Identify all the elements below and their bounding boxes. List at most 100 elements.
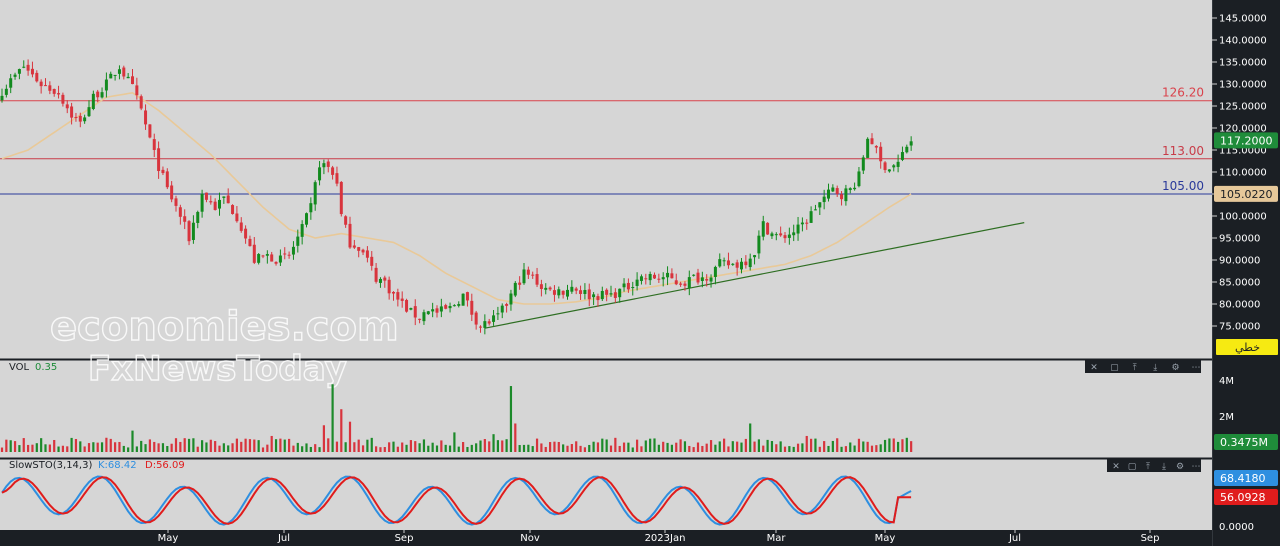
candle-body[interactable]: [792, 232, 796, 236]
candle-body[interactable]: [696, 272, 700, 283]
candle-body[interactable]: [278, 255, 282, 263]
candle-body[interactable]: [26, 64, 30, 71]
move-down-icon[interactable]: ⤓: [1153, 363, 1157, 373]
candle-body[interactable]: [70, 106, 74, 118]
candle-body[interactable]: [766, 222, 770, 235]
candle-body[interactable]: [605, 289, 609, 295]
move-up-icon[interactable]: ⤒: [1146, 462, 1150, 472]
candle-body[interactable]: [683, 283, 687, 286]
candle-body[interactable]: [178, 207, 182, 217]
candle-body[interactable]: [583, 289, 587, 295]
candle-body[interactable]: [505, 304, 509, 306]
candle-body[interactable]: [422, 312, 426, 322]
candle-body[interactable]: [183, 216, 187, 222]
candle-body[interactable]: [548, 287, 552, 290]
candle-body[interactable]: [248, 238, 252, 247]
candle-body[interactable]: [635, 279, 639, 286]
candle-body[interactable]: [713, 266, 717, 277]
candle-body[interactable]: [587, 289, 591, 300]
candle-body[interactable]: [326, 161, 330, 167]
candle-body[interactable]: [257, 254, 261, 263]
candle-body[interactable]: [561, 290, 565, 295]
candle-body[interactable]: [579, 290, 583, 294]
candle-body[interactable]: [117, 69, 121, 74]
candle-body[interactable]: [892, 165, 896, 168]
candle-body[interactable]: [44, 85, 47, 87]
candle-body[interactable]: [339, 181, 343, 215]
candle-body[interactable]: [74, 117, 78, 119]
candle-body[interactable]: [596, 296, 600, 301]
candle-body[interactable]: [444, 305, 448, 309]
candle-body[interactable]: [431, 309, 435, 312]
settings-icon[interactable]: ⚙: [1172, 363, 1180, 373]
candle-body[interactable]: [783, 235, 787, 239]
candle-body[interactable]: [122, 67, 126, 77]
candle-body[interactable]: [496, 313, 500, 315]
candle-body[interactable]: [722, 260, 726, 262]
candle-body[interactable]: [500, 305, 504, 313]
candle-body[interactable]: [157, 148, 161, 172]
candle-body[interactable]: [870, 138, 874, 145]
candle-body[interactable]: [100, 92, 104, 98]
candle-body[interactable]: [383, 277, 387, 281]
candle-body[interactable]: [709, 277, 713, 282]
candle-body[interactable]: [626, 282, 630, 290]
candle-body[interactable]: [87, 107, 91, 117]
candle-body[interactable]: [905, 146, 909, 153]
candle-body[interactable]: [131, 76, 134, 85]
candle-body[interactable]: [204, 192, 208, 200]
candle-body[interactable]: [148, 124, 152, 138]
move-up-icon[interactable]: ⤒: [1133, 363, 1137, 373]
candle-body[interactable]: [374, 267, 378, 282]
candle-body[interactable]: [796, 224, 800, 234]
candle-body[interactable]: [726, 260, 730, 266]
candle-body[interactable]: [531, 274, 535, 276]
candle-body[interactable]: [818, 202, 822, 208]
candle-body[interactable]: [883, 162, 887, 171]
candle-body[interactable]: [400, 298, 404, 301]
candle-body[interactable]: [465, 292, 469, 301]
maximize-icon[interactable]: ▢: [1128, 462, 1137, 472]
candle-body[interactable]: [513, 282, 517, 296]
support-trendline[interactable]: [484, 222, 1025, 329]
candle-body[interactable]: [609, 293, 613, 295]
candle-body[interactable]: [822, 196, 826, 203]
trendline[interactable]: [484, 222, 1025, 329]
candle-body[interactable]: [592, 294, 596, 298]
candle-body[interactable]: [509, 293, 513, 305]
candle-body[interactable]: [753, 255, 757, 258]
candle-body[interactable]: [296, 236, 300, 246]
candle-body[interactable]: [113, 74, 117, 76]
candle-body[interactable]: [679, 283, 683, 285]
candle-body[interactable]: [670, 273, 674, 279]
candle-body[interactable]: [313, 182, 317, 205]
move-down-icon[interactable]: ⤓: [1162, 462, 1166, 472]
drawing-tool-tag-bg[interactable]: [1216, 339, 1278, 355]
candle-body[interactable]: [287, 254, 291, 256]
candle-body[interactable]: [687, 277, 691, 288]
candle-body[interactable]: [809, 211, 813, 223]
candle-body[interactable]: [4, 88, 8, 95]
candle-body[interactable]: [744, 261, 748, 266]
candle-body[interactable]: [235, 213, 239, 222]
candle-body[interactable]: [470, 300, 474, 315]
candle-body[interactable]: [48, 85, 52, 91]
candle-body[interactable]: [526, 269, 530, 275]
candle-body[interactable]: [479, 326, 482, 328]
candle-body[interactable]: [0, 95, 4, 101]
candle-body[interactable]: [770, 233, 774, 237]
candle-body[interactable]: [805, 222, 809, 224]
candle-body[interactable]: [896, 161, 900, 167]
candle-body[interactable]: [170, 185, 174, 200]
candle-body[interactable]: [252, 244, 256, 263]
candle-body[interactable]: [492, 315, 496, 322]
candle-body[interactable]: [309, 203, 313, 213]
candle-body[interactable]: [674, 280, 678, 285]
candle-body[interactable]: [57, 93, 61, 95]
volume-panel-toolbar[interactable]: ✕ ▢ ⤒ ⤓ ⚙ ⋯: [1085, 360, 1201, 373]
candle-body[interactable]: [274, 261, 278, 264]
candle-body[interactable]: [861, 157, 865, 171]
candle-body[interactable]: [848, 188, 852, 191]
candle-body[interactable]: [452, 305, 456, 307]
